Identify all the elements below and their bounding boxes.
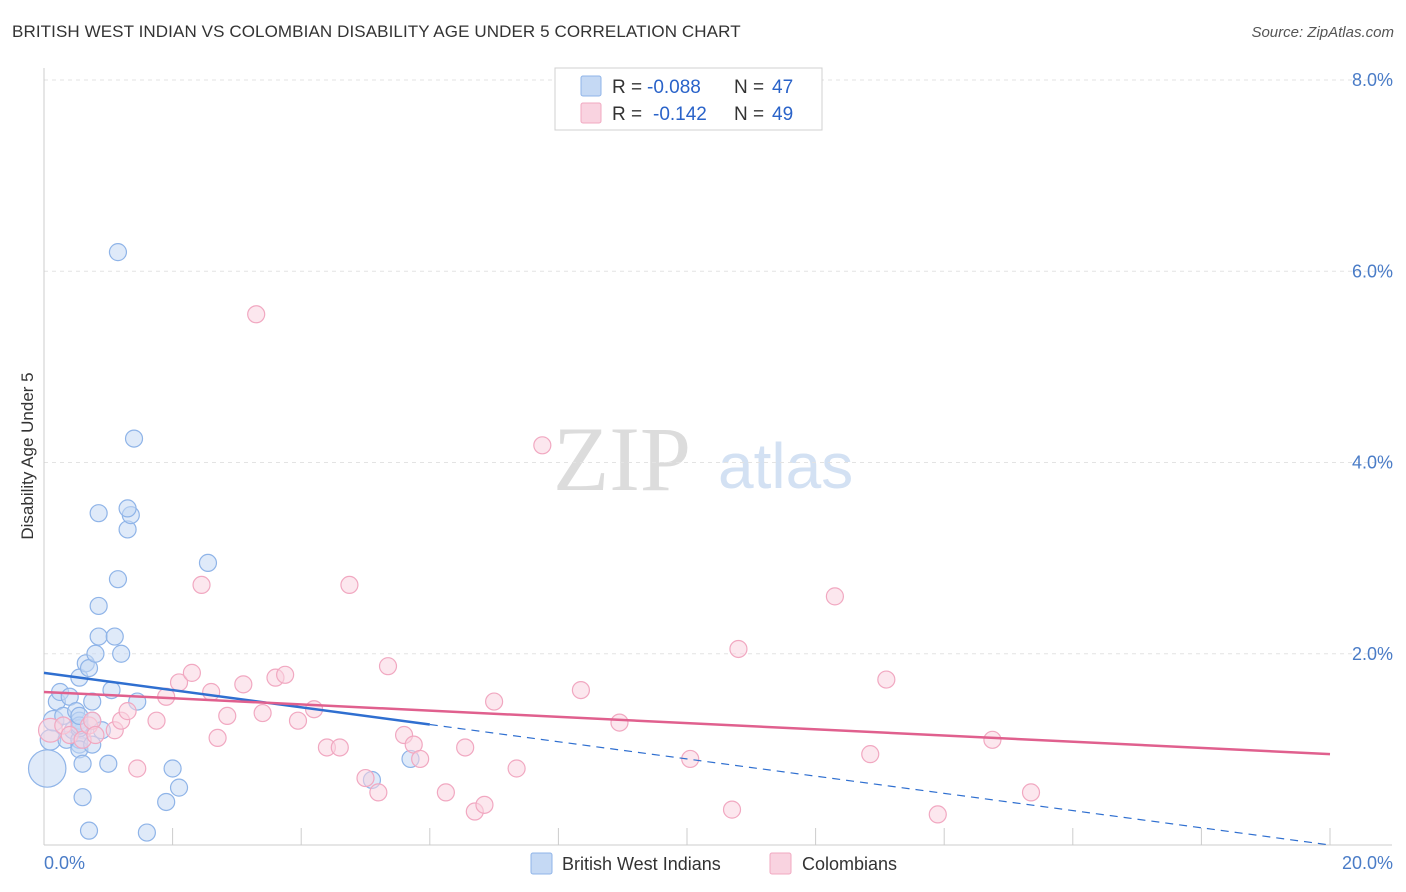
point-1-19 [235, 676, 252, 693]
x-tick-label-max: 20.0% [1342, 853, 1393, 873]
trend-line-extension-0 [430, 725, 1330, 845]
point-1-11 [148, 712, 165, 729]
bottom-legend-label-colombians: Colombians [802, 854, 897, 874]
legend-n-value-1: 49 [772, 104, 793, 125]
point-0-45 [171, 779, 188, 796]
point-1-48 [862, 746, 879, 763]
point-1-46 [730, 640, 747, 657]
point-1-52 [1023, 784, 1040, 801]
legend-swatch-british-west-indians [581, 76, 601, 96]
series-british-west-indians [29, 244, 419, 841]
point-0-46 [199, 554, 216, 571]
legend-r-label-1: R = [612, 104, 642, 125]
watermark-zip: ZIP [553, 408, 691, 510]
y-tick-label-4: 4.0% [1352, 453, 1393, 473]
point-0-42 [138, 824, 155, 841]
point-1-38 [476, 796, 493, 813]
gridlines [44, 80, 1392, 654]
y-tick-label-8: 8.0% [1352, 70, 1393, 90]
legend-n-label-1: N = [734, 104, 764, 125]
legend-r-value-1: -0.142 [653, 104, 707, 125]
x-tick-label-min: 0.0% [44, 853, 85, 873]
y-tick-label-2: 2.0% [1352, 644, 1393, 664]
point-0-26 [74, 789, 91, 806]
point-0-39 [90, 597, 107, 614]
point-1-10 [129, 760, 146, 777]
point-0-44 [164, 760, 181, 777]
scatter-chart: ZIP atlas 2.0% 4.0% 6.0% 8.0% 0.0% 20.0% Di… [0, 0, 1406, 892]
legend-r-value-0: -0.088 [647, 77, 701, 98]
point-1-14 [183, 664, 200, 681]
point-1-45 [724, 801, 741, 818]
y-tick-labels: 2.0% 4.0% 6.0% 8.0% [1352, 70, 1393, 664]
point-1-41 [534, 437, 551, 454]
point-0-34 [109, 571, 126, 588]
legend-n-value-0: 47 [772, 77, 793, 98]
point-1-16 [203, 684, 220, 701]
bottom-legend-label-british-west-indians: British West Indians [562, 854, 721, 874]
y-axis-title: Disability Age Under 5 [18, 372, 37, 539]
point-1-28 [341, 576, 358, 593]
point-1-39 [486, 693, 503, 710]
point-0-40 [119, 500, 136, 517]
point-0-49 [109, 244, 126, 261]
point-0-33 [113, 645, 130, 662]
point-1-9 [119, 703, 136, 720]
point-1-6 [87, 727, 104, 744]
point-1-30 [370, 784, 387, 801]
point-0-27 [81, 822, 98, 839]
point-0-25 [74, 755, 91, 772]
point-0-38 [90, 505, 107, 522]
point-1-17 [209, 729, 226, 746]
point-0-16 [90, 628, 107, 645]
series-colombians [39, 306, 1040, 823]
point-0-30 [100, 755, 117, 772]
watermark: ZIP atlas [553, 408, 853, 510]
series-legend: British West Indians Colombians [531, 853, 897, 874]
point-0-43 [158, 793, 175, 810]
point-1-43 [611, 714, 628, 731]
point-1-23 [277, 666, 294, 683]
point-1-51 [984, 731, 1001, 748]
point-1-40 [508, 760, 525, 777]
x-axis-ticks [173, 828, 1330, 845]
legend-r-label-0: R = [612, 77, 642, 98]
point-1-31 [380, 658, 397, 675]
point-1-24 [289, 712, 306, 729]
point-0-32 [106, 628, 123, 645]
point-1-29 [357, 770, 374, 787]
point-1-27 [331, 739, 348, 756]
point-1-50 [929, 806, 946, 823]
point-0-15 [87, 645, 104, 662]
point-0-0 [29, 750, 66, 787]
point-1-47 [826, 588, 843, 605]
point-1-49 [878, 671, 895, 688]
legend-swatch-colombians [581, 103, 601, 123]
trend-lines [44, 673, 1330, 845]
point-1-34 [412, 750, 429, 767]
bottom-legend-swatch-british-west-indians [531, 853, 552, 874]
stats-legend: R = -0.088 N = 47 R = -0.142 N = 49 [555, 68, 822, 130]
y-tick-label-6: 6.0% [1352, 261, 1393, 281]
point-1-15 [193, 576, 210, 593]
legend-n-label-0: N = [734, 77, 764, 98]
point-1-21 [254, 705, 271, 722]
point-1-18 [219, 707, 236, 724]
point-1-20 [248, 306, 265, 323]
trend-line-1 [44, 692, 1330, 754]
point-1-42 [572, 682, 589, 699]
watermark-atlas: atlas [718, 430, 853, 502]
point-0-37 [126, 430, 143, 447]
point-1-36 [457, 739, 474, 756]
point-1-35 [437, 784, 454, 801]
bottom-legend-swatch-colombians [770, 853, 791, 874]
